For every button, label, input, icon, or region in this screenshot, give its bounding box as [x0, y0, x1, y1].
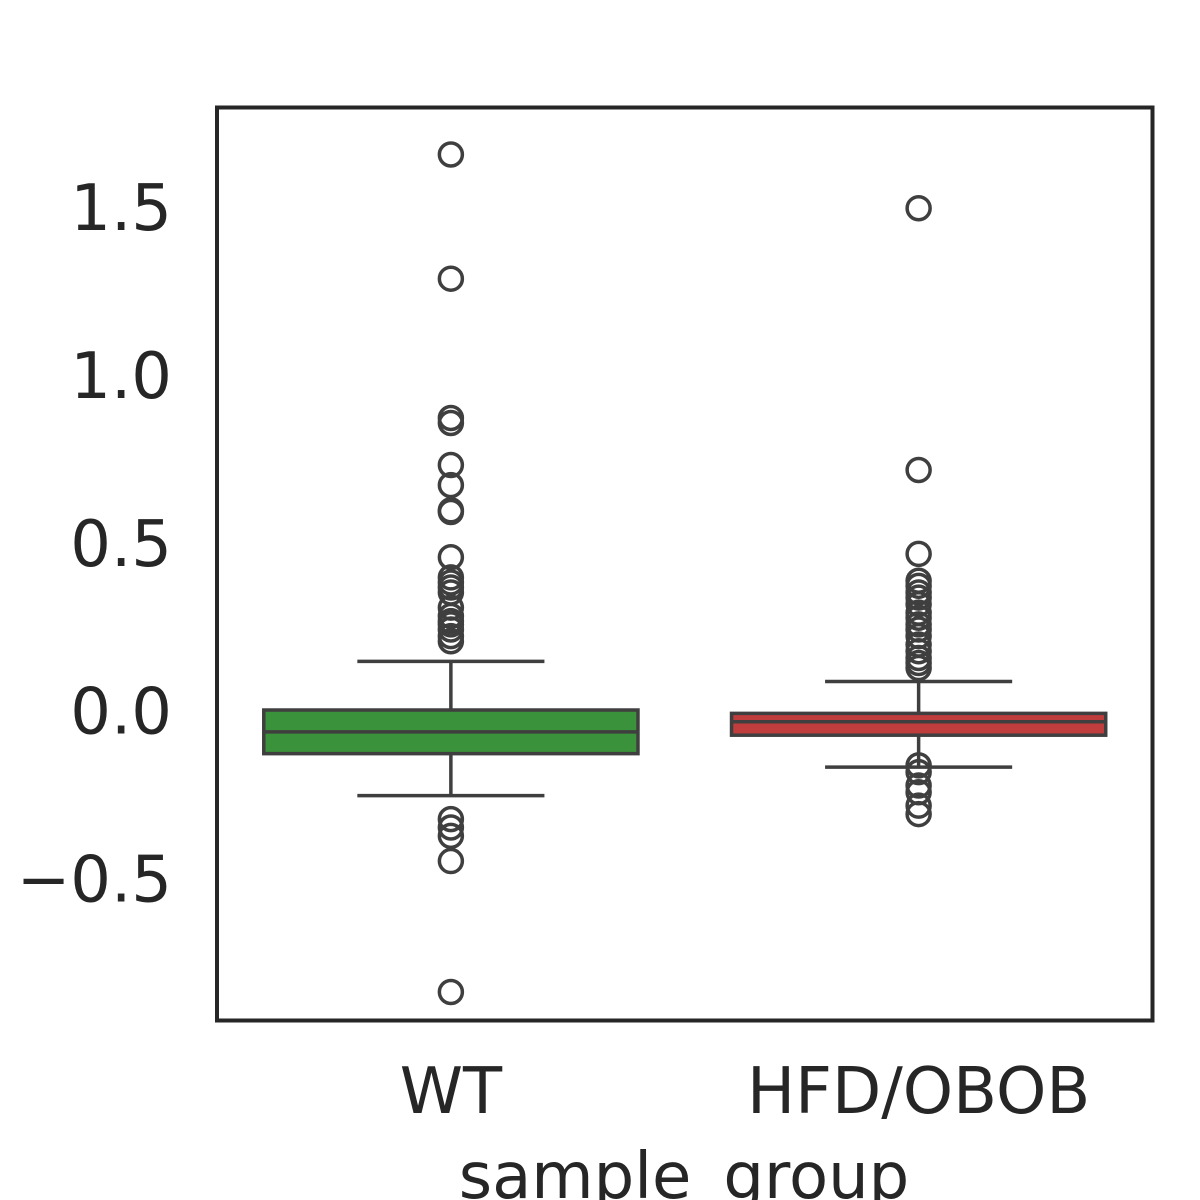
- y-tick-label: 1.5: [70, 172, 172, 246]
- outlier-point: [437, 627, 465, 655]
- outlier-point: [437, 544, 465, 571]
- outlier-point: [905, 604, 932, 631]
- outlier-point: [437, 822, 465, 850]
- y-tick-label: 1.0: [70, 340, 172, 414]
- outlier-point: [437, 471, 465, 499]
- x-tick-label: WT: [400, 1055, 503, 1129]
- outlier-point: [437, 265, 465, 292]
- outlier-point: [905, 584, 932, 611]
- outlier-point: [437, 498, 465, 526]
- outlier-point: [437, 141, 465, 168]
- outlier-point: [905, 752, 932, 779]
- y-tick-label: 0.0: [70, 676, 172, 750]
- outlier-point: [905, 194, 932, 222]
- box-group: [262, 141, 640, 1006]
- outlier-point: [437, 978, 465, 1006]
- outlier-point: [437, 805, 465, 833]
- outlier-point: [905, 456, 932, 484]
- outlier-point: [905, 772, 932, 799]
- y-axis-ticks: 1.5 1.0 0.5 0.0 −0.5: [17, 172, 172, 917]
- plot-frame: [215, 105, 1155, 1023]
- x-axis-ticks: WT HFD/OBOB: [400, 1055, 1091, 1129]
- outlier-point: [437, 847, 465, 875]
- x-tick-label: HFD/OBOB: [747, 1055, 1090, 1129]
- box-series: [262, 141, 1108, 1006]
- outlier-point: [437, 814, 465, 841]
- outlier-point: [905, 540, 932, 568]
- outlier-point: [905, 591, 932, 618]
- outlier-point: [905, 792, 932, 819]
- outlier-point: [437, 409, 465, 437]
- y-tick-label: 0.5: [70, 508, 172, 582]
- x-axis-label: sample_group: [459, 1140, 910, 1200]
- outlier-point: [905, 572, 932, 600]
- outlier-point: [437, 616, 465, 643]
- iqr-box: [729, 711, 1108, 737]
- y-tick-label: −0.5: [17, 844, 172, 918]
- outlier-point: [905, 654, 932, 682]
- box-group: [729, 194, 1108, 828]
- outlier-point: [905, 800, 932, 828]
- outlier-point: [905, 758, 932, 786]
- outlier-point: [905, 638, 932, 665]
- outlier-point: [437, 451, 465, 479]
